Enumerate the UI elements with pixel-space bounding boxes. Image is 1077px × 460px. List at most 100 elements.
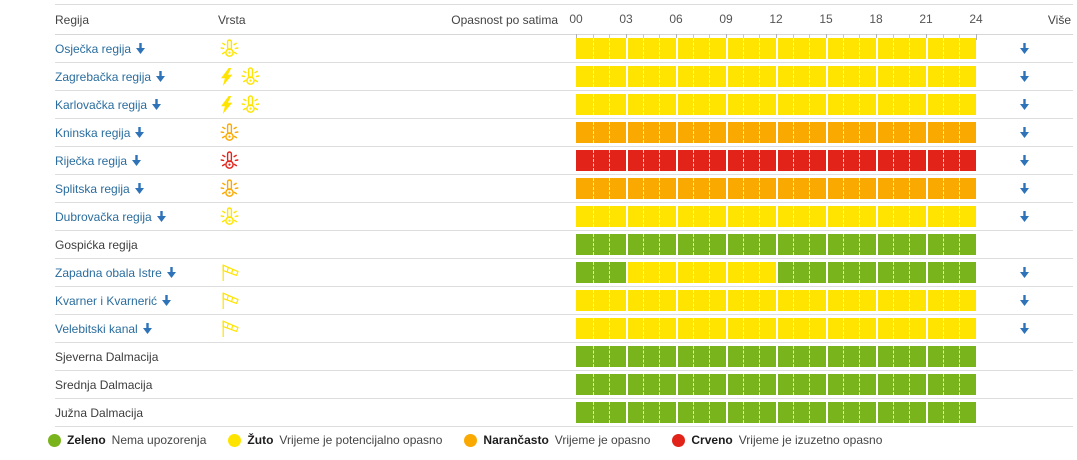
expand-arrow-icon xyxy=(162,295,172,306)
more-details-button[interactable] xyxy=(1020,43,1029,54)
hour-separator xyxy=(676,346,678,367)
hourly-hazard-cell xyxy=(576,343,976,370)
hour-separator xyxy=(659,262,661,283)
hour-separator xyxy=(792,206,794,227)
hour-separator xyxy=(742,94,744,115)
heat-warning-icon xyxy=(241,67,260,85)
warning-type-cell xyxy=(218,123,576,142)
hour-separator xyxy=(742,66,744,87)
region-link[interactable]: Zapadna obala Istre xyxy=(55,265,162,280)
column-header-more: Više xyxy=(1047,12,1071,27)
hour-separator xyxy=(809,402,811,423)
hour-separator xyxy=(776,122,778,143)
hour-separator xyxy=(809,374,811,395)
hour-tick-label: 15 xyxy=(819,12,833,26)
hour-separator xyxy=(909,38,911,59)
table-row: Zapadna obala Istre xyxy=(55,259,1073,287)
more-details-button[interactable] xyxy=(1020,323,1029,334)
hour-separator xyxy=(692,38,694,59)
heat-warning-icon xyxy=(220,179,239,197)
more-details-button[interactable] xyxy=(1020,71,1029,82)
more-details-button[interactable] xyxy=(1020,155,1029,166)
hour-separator xyxy=(926,206,928,227)
warning-type-cell xyxy=(218,319,576,338)
legend-item: Narančasto Vrijeme je opasno xyxy=(464,433,650,447)
table-header-row: Regija Vrsta Opasnost po satima 00 03 06 09… xyxy=(55,4,1073,40)
hour-separator xyxy=(792,290,794,311)
region-link[interactable]: Karlovačka regija xyxy=(55,97,148,112)
legend-label: Zeleno xyxy=(67,433,106,447)
column-header-region: Regija xyxy=(55,12,90,27)
more-cell xyxy=(976,267,1073,278)
hour-separator xyxy=(892,94,894,115)
hour-separator xyxy=(926,262,928,283)
hour-separator xyxy=(676,318,678,339)
region-link[interactable]: Kvarner i Kvarnerić xyxy=(55,293,158,308)
region-cell: Dubrovačka regija xyxy=(55,210,218,224)
hour-separator xyxy=(626,94,628,115)
hour-separator xyxy=(909,234,911,255)
more-details-button[interactable] xyxy=(1020,295,1029,306)
expand-arrow-icon xyxy=(1020,183,1029,194)
hour-tick xyxy=(826,34,827,40)
hourly-hazard-cell xyxy=(576,371,976,398)
hour-separator xyxy=(609,66,611,87)
hazard-bar xyxy=(576,38,976,59)
hour-separator xyxy=(942,346,944,367)
hour-separator xyxy=(892,290,894,311)
hour-separator xyxy=(609,262,611,283)
more-details-button[interactable] xyxy=(1020,183,1029,194)
legend-item: Crveno Vrijeme je izuzetno opasno xyxy=(672,433,882,447)
hour-separator xyxy=(642,318,644,339)
hazard-bar xyxy=(576,94,976,115)
hour-separator xyxy=(742,262,744,283)
region-link[interactable]: Zagrebačka regija xyxy=(55,69,152,84)
hourly-hazard-cell xyxy=(576,315,976,342)
hazard-bar xyxy=(576,402,976,423)
hour-separator xyxy=(609,402,611,423)
hour-separator xyxy=(859,150,861,171)
region-link[interactable]: Velebitski kanal xyxy=(55,321,138,336)
table-row: Karlovačka regija xyxy=(55,91,1073,119)
hour-separator xyxy=(959,374,961,395)
hour-separator xyxy=(876,206,878,227)
hour-separator xyxy=(792,94,794,115)
hour-separator xyxy=(759,290,761,311)
heat-warning-icon xyxy=(220,151,239,169)
region-link[interactable]: Osječka regija xyxy=(55,41,132,56)
hour-separator xyxy=(692,234,694,255)
hour-separator xyxy=(709,150,711,171)
more-cell xyxy=(976,295,1073,306)
hour-tick-label: 09 xyxy=(719,12,733,26)
region-link[interactable]: Dubrovačka regija xyxy=(55,209,152,224)
hour-separator xyxy=(776,94,778,115)
hour-separator xyxy=(892,346,894,367)
region-cell: Kvarner i Kvarnerić xyxy=(55,294,218,308)
more-details-button[interactable] xyxy=(1020,127,1029,138)
hour-separator xyxy=(592,150,594,171)
table-row: Kninska regija xyxy=(55,119,1073,147)
hour-separator xyxy=(776,38,778,59)
region-link[interactable]: Riječka regija xyxy=(55,153,128,168)
hour-tick xyxy=(576,34,577,40)
hour-separator xyxy=(642,234,644,255)
table-body: Osječka regija Zagrebačka regija Karlova… xyxy=(55,35,1073,427)
hour-tick-label: 24 xyxy=(969,12,983,26)
hour-separator xyxy=(726,150,728,171)
legend-color-dot xyxy=(48,433,61,447)
hour-separator xyxy=(626,346,628,367)
more-details-button[interactable] xyxy=(1020,211,1029,222)
more-details-button[interactable] xyxy=(1020,267,1029,278)
region-cell: Kninska regija xyxy=(55,126,218,140)
hour-separator xyxy=(926,66,928,87)
more-details-button[interactable] xyxy=(1020,99,1029,110)
hour-separator xyxy=(676,402,678,423)
hour-separator xyxy=(726,38,728,59)
hour-separator xyxy=(692,178,694,199)
expand-arrow-icon xyxy=(1020,295,1029,306)
region-link[interactable]: Splitska regija xyxy=(55,181,130,196)
region-link[interactable]: Kninska regija xyxy=(55,125,131,140)
hour-separator xyxy=(842,38,844,59)
table-row: Južna Dalmacija xyxy=(55,399,1073,427)
hour-separator xyxy=(609,94,611,115)
